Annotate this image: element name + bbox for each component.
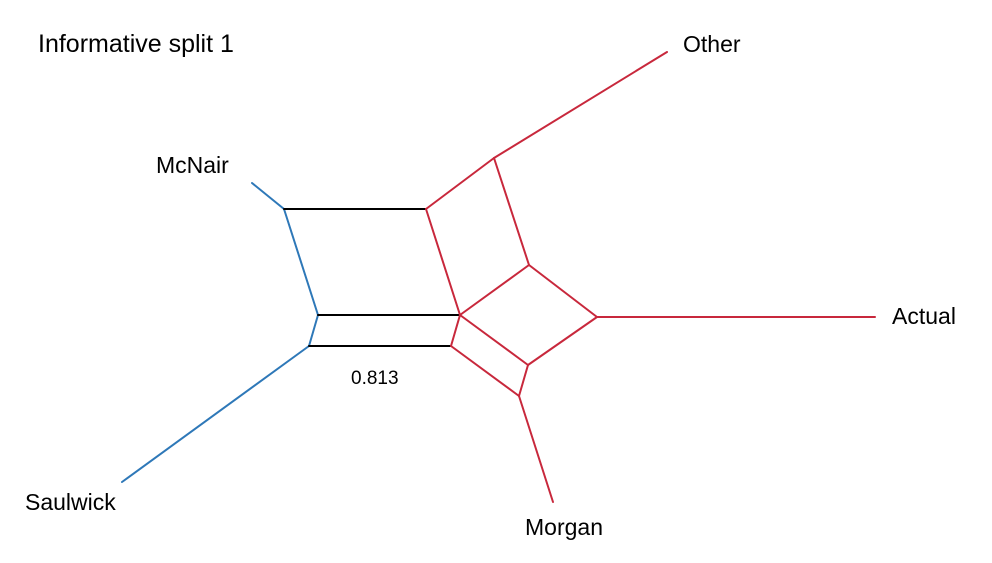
blue-edge-mid [308,314,319,347]
red-edge [493,157,530,266]
taxon-label-morgan: Morgan [525,514,603,540]
blue-edge-top [283,208,319,316]
taxon-label-actual: Actual [892,303,956,329]
split-edges [283,208,461,347]
other-leaf-edge [493,51,668,159]
red-edge [527,316,598,366]
red-edge [450,345,520,397]
blue-group-edges [121,182,319,483]
saulwick-leaf-edge [121,345,310,483]
red-edge [528,264,598,318]
morgan-leaf-edge [518,395,554,503]
taxon-label-saulwick: Saulwick [25,489,116,515]
red-group-edges [425,51,876,503]
taxon-label-other: Other [683,31,741,57]
red-edge [518,364,529,397]
red-edge [425,208,461,316]
red-edge [450,314,461,347]
red-edge [459,264,530,316]
diagram-title: Informative split 1 [38,30,234,58]
red-edge [425,157,495,210]
taxon-label-mcnair: McNair [156,152,229,178]
red-edge [459,314,529,366]
mcnair-leaf-edge [251,182,285,210]
split-weight-label: 0.813 [351,368,399,389]
